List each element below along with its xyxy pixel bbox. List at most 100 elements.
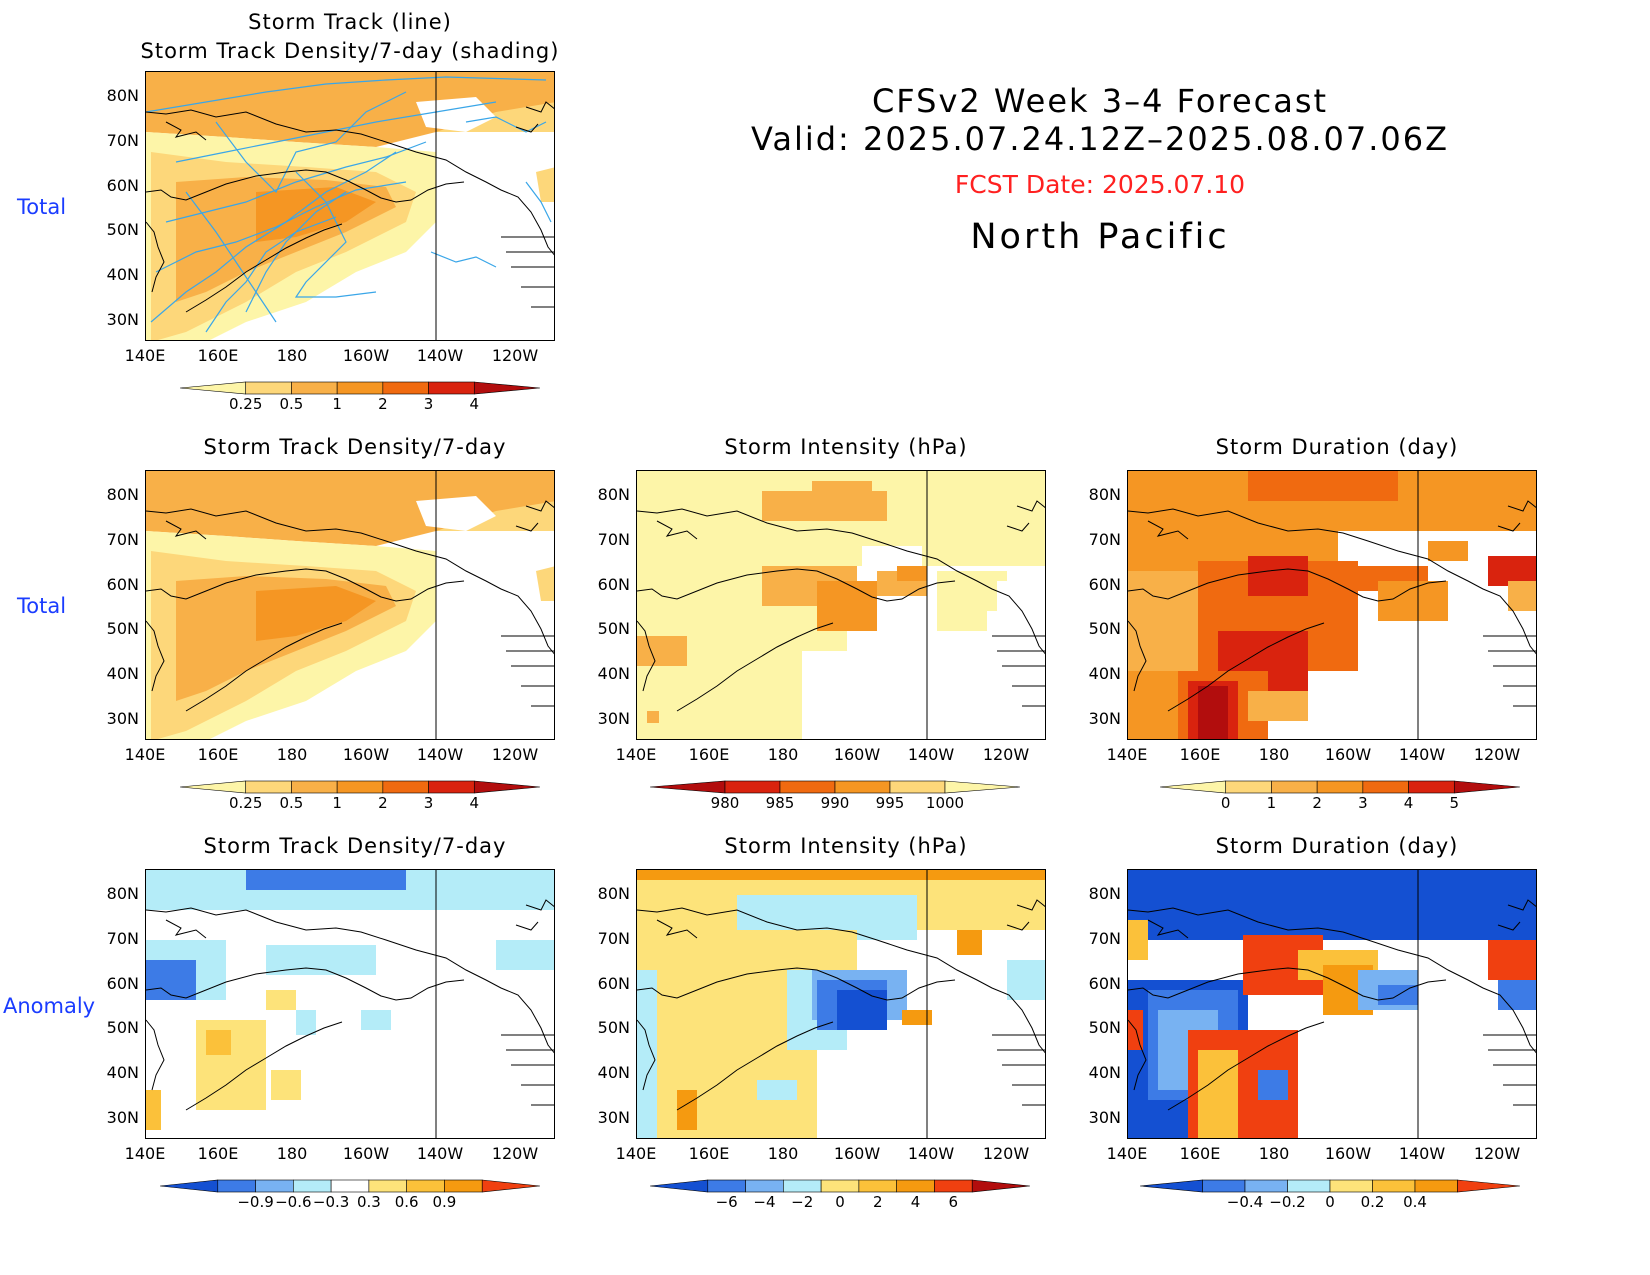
colorbar-segment <box>783 1179 822 1193</box>
lat-tick-label: 50N <box>1088 619 1121 638</box>
colorbar-label: 980 <box>710 794 740 812</box>
colorbar-segment <box>291 780 338 794</box>
lon-tick-label: 160W <box>833 745 881 764</box>
lon-tick-label: 140E <box>124 745 166 764</box>
colorbar-segment <box>1316 780 1364 794</box>
lat-tick-label: 70N <box>106 530 139 549</box>
lon-tick-label: 140W <box>416 745 464 764</box>
colorbar-label: 2 <box>378 794 388 812</box>
lon-tick-label: 160E <box>197 745 239 764</box>
lat-tick-label: 60N <box>106 974 139 993</box>
colorbar-label: 0.25 <box>229 794 263 812</box>
lon-tick-label: 160W <box>342 346 390 365</box>
lat-tick-label: 30N <box>106 709 139 728</box>
lat-tick-label: 60N <box>597 974 630 993</box>
panel-title-duration-anomaly: Storm Duration (day) <box>1215 834 1459 858</box>
main-title-block: CFSv2 Week 3–4 Forecast Valid: 2025.07.2… <box>720 82 1480 257</box>
map-density-anomaly <box>145 869 555 1139</box>
colorbar-segment <box>1408 780 1455 794</box>
colorbar-segment <box>382 780 429 794</box>
colorbar-segment <box>481 1179 540 1193</box>
lat-tick-label: 80N <box>597 485 630 504</box>
region-name: North Pacific <box>970 217 1230 257</box>
lon-tick-label: 140E <box>1106 745 1148 764</box>
lat-tick-label: 70N <box>106 131 139 150</box>
lat-tick-label: 70N <box>1088 530 1121 549</box>
colorbar-segment <box>896 1179 935 1193</box>
lon-tick-label: 160E <box>197 1144 239 1163</box>
lat-tick-label: 30N <box>597 1108 630 1127</box>
lon-tick-label: 180 <box>276 346 308 365</box>
colorbar-segment <box>245 780 292 794</box>
lon-tick-label: 160W <box>342 1144 390 1163</box>
colorbar-label: 1 <box>1266 794 1277 812</box>
lat-tick-label: 40N <box>106 1063 139 1082</box>
colorbar-segment <box>473 780 540 794</box>
lat-tick-label: 70N <box>106 929 139 948</box>
panel-title-density-total: Storm Track Density/7-day <box>203 435 507 459</box>
colorbar-label: −4 <box>753 1193 776 1211</box>
lon-tick-label: 160E <box>688 1144 730 1163</box>
colorbar-label: 0.5 <box>279 794 304 812</box>
lon-tick-label: 120W <box>1473 1144 1521 1163</box>
lon-tick-label: 180 <box>276 1144 308 1163</box>
lon-tick-label: 140W <box>907 1144 955 1163</box>
lat-tick-label: 30N <box>1088 709 1121 728</box>
lat-tick-label: 40N <box>106 664 139 683</box>
colorbar-segment <box>382 381 429 395</box>
panel-title-intensity-total: Storm Intensity (hPa) <box>724 435 968 459</box>
lat-tick-label: 80N <box>597 884 630 903</box>
colorbar-segment <box>428 780 475 794</box>
lon-tick-label: 120W <box>491 346 539 365</box>
lat-tick-label: 80N <box>106 884 139 903</box>
colorbar-segment <box>444 1179 483 1193</box>
lat-tick-label: 50N <box>1088 1018 1121 1037</box>
colorbar-segment <box>1372 1179 1416 1193</box>
lon-tick-label: 140W <box>1398 1144 1446 1163</box>
lat-tick-label: 50N <box>106 220 139 239</box>
lon-tick-label: 160W <box>1324 1144 1372 1163</box>
colorbar-label: 0.3 <box>356 1193 381 1211</box>
map-duration-anomaly <box>1127 869 1537 1139</box>
lon-tick-label: 140W <box>1398 745 1446 764</box>
colorbar-label: 6 <box>948 1193 959 1211</box>
colorbar-segment <box>1414 1179 1458 1193</box>
colorbar-segment <box>858 1179 897 1193</box>
panel-title-storm-track-line: Storm Track (line) <box>248 10 452 34</box>
lon-tick-label: 160W <box>1324 745 1372 764</box>
lon-tick-label: 160E <box>688 745 730 764</box>
lon-tick-label: 140W <box>416 1144 464 1163</box>
colorbar-segment <box>160 1179 219 1193</box>
colorbar-label: 3 <box>423 794 434 812</box>
lat-tick-label: 70N <box>597 530 630 549</box>
colorbar-label: 3 <box>423 395 434 413</box>
colorbar-segment <box>820 1179 860 1193</box>
lon-tick-label: 120W <box>1473 745 1521 764</box>
lon-tick-label: 180 <box>276 745 308 764</box>
lat-tick-label: 40N <box>1088 1063 1121 1082</box>
colorbar-segment <box>934 1179 973 1193</box>
lon-tick-label: 180 <box>1258 745 1290 764</box>
colorbar-segment <box>255 1179 294 1193</box>
colorbar-label: 4 <box>469 794 480 812</box>
lat-tick-label: 40N <box>597 1063 630 1082</box>
panel-title-density-anomaly: Storm Track Density/7-day <box>203 834 507 858</box>
row-label-top: Total <box>17 195 67 219</box>
colorbar-label: −0.2 <box>1269 1193 1306 1211</box>
lat-tick-label: 80N <box>1088 485 1121 504</box>
colorbar-label: −0.4 <box>1226 1193 1264 1211</box>
lat-tick-label: 60N <box>597 575 630 594</box>
colorbar-segment <box>1160 780 1227 794</box>
colorbar-label: 990 <box>820 794 850 812</box>
colorbar-label: −0.6 <box>275 1193 312 1211</box>
colorbar-segment <box>944 780 1020 794</box>
colorbar-label: 985 <box>765 794 795 812</box>
forecast-title: CFSv2 Week 3–4 Forecast <box>871 82 1329 120</box>
colorbar-segment <box>368 1179 407 1193</box>
lon-tick-label: 140E <box>615 1144 657 1163</box>
lat-tick-label: 40N <box>106 265 139 284</box>
lat-tick-label: 50N <box>597 619 630 638</box>
lat-tick-label: 50N <box>106 619 139 638</box>
colorbar-segment <box>1140 1179 1203 1193</box>
colorbar-label: 4 <box>469 395 480 413</box>
